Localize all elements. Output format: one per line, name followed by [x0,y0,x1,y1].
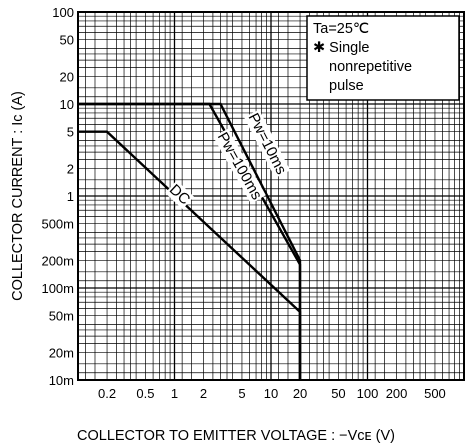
x-tick-label: 500 [424,386,446,401]
x-tick-label: 20 [293,386,307,401]
series-line-pw-10ms [78,102,302,380]
x-tick-label: 0.2 [98,386,116,401]
y-axis-title: COLLECTOR CURRENT : Iᴄ (A) [10,91,26,301]
y-tick-label: 100m [41,281,74,296]
x-tick-label: 200 [386,386,408,401]
series-label-halo [213,128,266,204]
legend-line-single: ✱ Single [313,40,370,56]
series-label-halo [165,180,195,210]
series-label-halo [244,109,291,179]
y-tick-label: 20 [60,69,74,84]
legend-box: Ta=25℃ ✱ Single nonrepetitive pulse [306,15,460,101]
x-axis-title: COLLECTOR TO EMITTER VOLTAGE : −Vᴄᴇ (V) [77,428,395,444]
x-tick-label: 100 [357,386,379,401]
x-tick-label: 1 [171,386,178,401]
x-tick-label: 0.5 [136,386,154,401]
y-tick-label: 2 [67,161,74,176]
x-tick-label: 50 [331,386,345,401]
legend-line-temperature: Ta=25℃ [313,21,369,37]
y-tick-label: 200m [41,253,74,268]
legend-line-nonrepetitive: nonrepetitive [329,59,412,75]
y-tick-label: 500m [41,217,74,232]
y-tick-label: 10 [60,97,74,112]
y-tick-label: 20m [49,345,74,360]
y-tick-labels: 100 50 20 10 5 2 1 500m 200m 100m 50m 20m 10m [41,5,74,388]
y-tick-label: 1 [67,189,74,204]
x-tick-labels: 0.2 0.5 1 2 5 10 20 50 100 200 500 [98,386,446,401]
x-tick-label: 10 [264,386,278,401]
y-tick-label: 10m [49,373,74,388]
y-tick-label: 100 [52,5,74,20]
y-tick-label: 50m [49,309,74,324]
y-tick-label: 50 [60,33,74,48]
plot-frame [77,11,465,381]
x-tick-label: 5 [238,386,245,401]
y-tick-label: 5 [67,125,74,140]
legend-background [306,15,460,101]
legend-line-pulse: pulse [329,78,364,94]
x-tick-label: 2 [200,386,207,401]
